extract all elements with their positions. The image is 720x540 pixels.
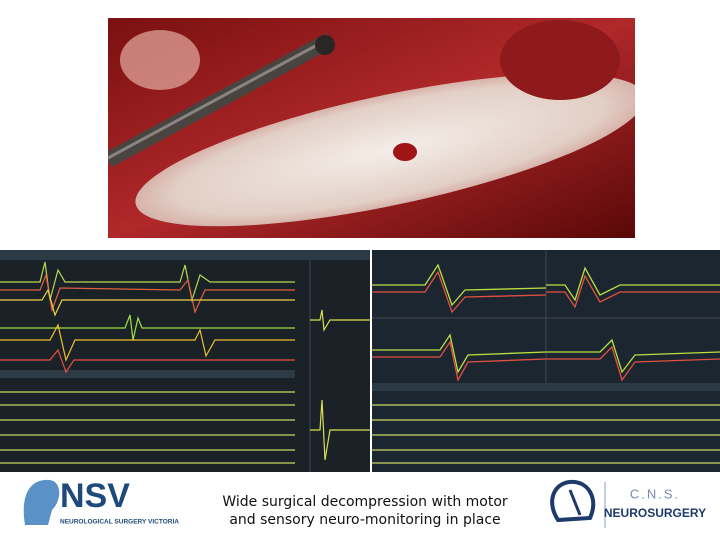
logo-name: C.N.S. xyxy=(630,486,680,501)
motor-monitor xyxy=(0,250,370,472)
logo-subtitle: NEUROSURGERY xyxy=(604,506,706,520)
sensory-monitor xyxy=(372,250,720,472)
caption-line: and sensory neuro-monitoring in place xyxy=(229,512,500,528)
surgical-photo xyxy=(108,18,635,238)
cns-logo: C.N.S. NEUROSURGERY xyxy=(550,479,706,528)
logo-name: NSV xyxy=(60,477,130,515)
logo-subtitle: NEUROLOGICAL SURGERY VICTORIA xyxy=(60,519,179,526)
caption-line: Wide surgical decompression with motor xyxy=(222,494,508,510)
nsv-logo: NSV NEUROLOGICAL SURGERY VICTORIA xyxy=(23,477,179,526)
